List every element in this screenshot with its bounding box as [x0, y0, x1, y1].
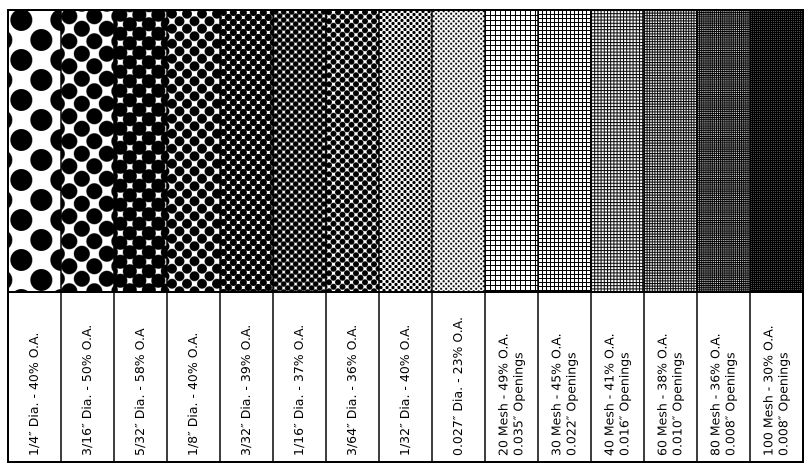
column-label: 60 Mesh - 38% O.A. — [655, 333, 670, 456]
perforation-swatch — [379, 10, 432, 292]
perforation-swatch — [273, 10, 326, 292]
perforation-swatch — [750, 10, 803, 292]
perforation-swatch — [591, 10, 644, 292]
perforation-swatch — [697, 10, 750, 292]
perforation-swatch — [644, 10, 697, 292]
column-label: 100 Mesh - 30% O.A. — [761, 325, 776, 456]
column-label: 20 Mesh - 49% O.A. — [496, 333, 511, 456]
perforation-swatch — [538, 10, 591, 292]
perforation-swatch — [61, 10, 114, 292]
perforation-swatch — [167, 10, 220, 292]
column-label: 3/16″ Dia. - 50% O.A. — [79, 325, 94, 456]
column-label: 0.008″ Openings — [776, 352, 791, 456]
column-label: 80 Mesh - 36% O.A. — [708, 333, 723, 456]
column-label: 30 Mesh - 45% O.A. — [549, 333, 564, 456]
column-label: 1/8″ Dia. - 40% O.A. — [185, 333, 200, 456]
perforation-swatch — [326, 10, 379, 292]
perforation-swatch — [8, 10, 61, 292]
perforation-swatch — [432, 10, 485, 292]
perforation-swatch — [220, 10, 273, 292]
perforation-swatch — [114, 10, 167, 292]
perforation-swatch — [485, 10, 538, 292]
column-label: 0.008″ Openings — [723, 352, 738, 456]
column-label: 1/4″ Dia. - 40% O.A. — [26, 333, 41, 456]
column-label: 0.035″ Openings — [511, 352, 526, 456]
column-label: 40 Mesh - 41% O.A. — [602, 333, 617, 456]
column-label: 0.027″ Dia. - 23% O.A. — [450, 317, 465, 456]
column-label: 1/32″ Dia. - 40% O.A. — [397, 325, 412, 456]
column-label: 3/32″ Dia. - 39% O.A. — [238, 325, 253, 456]
column-label: 0.010″ Openings — [670, 352, 685, 456]
column-label: 5/32″ Dia. - 58% O.A — [132, 328, 147, 456]
column-label: 0.022″ Openings — [564, 352, 579, 456]
column-label: 3/64″ Dia. - 36% O.A. — [344, 325, 359, 456]
column-label: 0.016″ Openings — [617, 352, 632, 456]
table-border — [7, 9, 804, 463]
column-label: 1/16″ Dia. - 37% O.A. — [291, 325, 306, 456]
